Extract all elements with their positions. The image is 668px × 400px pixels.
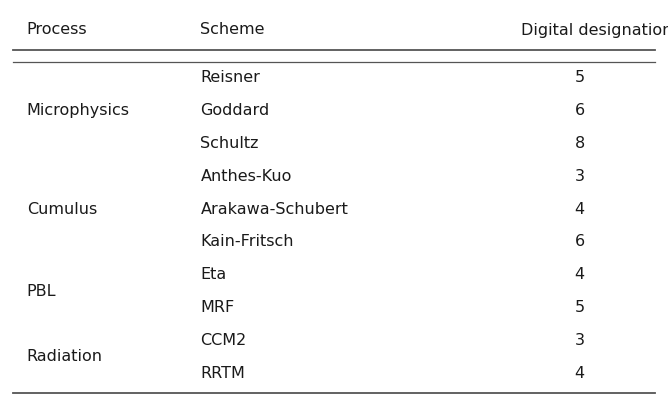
Text: Scheme: Scheme — [200, 22, 265, 38]
Text: Microphysics: Microphysics — [27, 103, 130, 118]
Text: RRTM: RRTM — [200, 366, 245, 381]
Text: Radiation: Radiation — [27, 349, 103, 364]
Text: Arakawa-Schubert: Arakawa-Schubert — [200, 202, 348, 217]
Text: 5: 5 — [574, 70, 584, 86]
Text: Eta: Eta — [200, 267, 226, 282]
Text: Reisner: Reisner — [200, 70, 261, 86]
Text: CCM2: CCM2 — [200, 333, 246, 348]
Text: 5: 5 — [574, 300, 584, 315]
Text: 3: 3 — [574, 169, 584, 184]
Text: 3: 3 — [574, 333, 584, 348]
Text: 4: 4 — [574, 202, 584, 217]
Text: Process: Process — [27, 22, 88, 38]
Text: Anthes-Kuo: Anthes-Kuo — [200, 169, 292, 184]
Text: MRF: MRF — [200, 300, 234, 315]
Text: 4: 4 — [574, 366, 584, 381]
Text: 4: 4 — [574, 267, 584, 282]
Text: 8: 8 — [574, 136, 584, 151]
Text: Schultz: Schultz — [200, 136, 259, 151]
Text: PBL: PBL — [27, 284, 56, 299]
Text: 6: 6 — [574, 103, 584, 118]
Text: Digital designation: Digital designation — [521, 22, 668, 38]
Text: Goddard: Goddard — [200, 103, 270, 118]
Text: Kain-Fritsch: Kain-Fritsch — [200, 234, 294, 250]
Text: Cumulus: Cumulus — [27, 202, 97, 217]
Text: 6: 6 — [574, 234, 584, 250]
